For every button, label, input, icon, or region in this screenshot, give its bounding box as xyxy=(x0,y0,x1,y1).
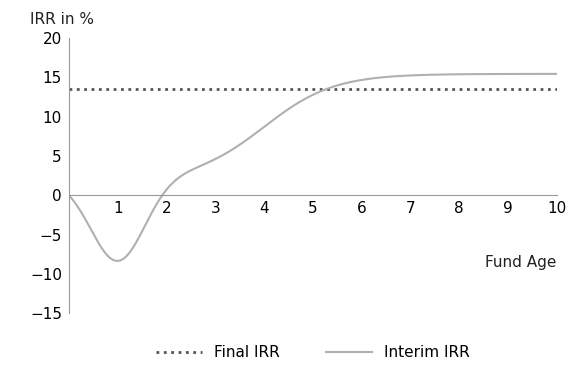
Text: IRR in %: IRR in % xyxy=(30,12,94,27)
Legend: Final IRR, Interim IRR: Final IRR, Interim IRR xyxy=(150,339,476,366)
Text: Fund Age: Fund Age xyxy=(486,255,557,270)
